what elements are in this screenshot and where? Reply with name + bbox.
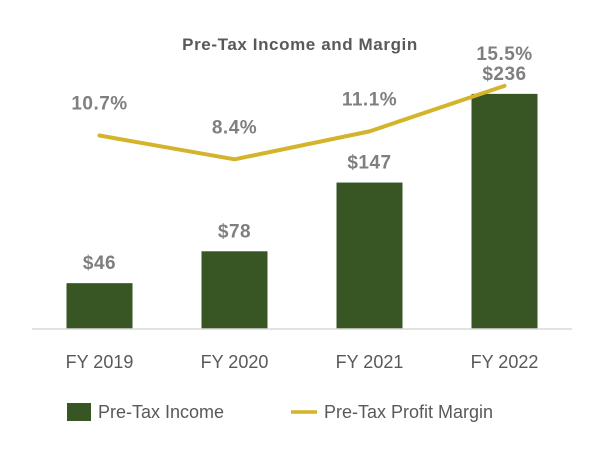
x-tick-label: FY 2019: [66, 352, 134, 372]
margin-line: [97, 83, 507, 162]
bar-fy-2022: [471, 93, 538, 329]
margin-value-label: 11.1%: [342, 89, 397, 110]
bar-fy-2021: [336, 182, 403, 329]
legend-swatch-pre-tax-income: [67, 403, 91, 421]
x-tick-label: FY 2021: [336, 352, 404, 372]
legend: Pre-Tax Income Pre-Tax Profit Margin: [67, 402, 493, 422]
data-labels-layer: $46 $78 $147 $236 10.7% 8.4% 11.1% 15.5%: [71, 44, 532, 274]
bar-value-label: $147: [347, 153, 391, 174]
margin-line-layer: [97, 83, 507, 162]
margin-value-label: 10.7%: [71, 94, 127, 115]
legend-label-pre-tax-profit-margin: Pre-Tax Profit Margin: [324, 402, 493, 422]
x-tick-label: FY 2022: [471, 352, 539, 372]
legend-label-pre-tax-income: Pre-Tax Income: [98, 402, 224, 422]
bar-value-label: $78: [218, 221, 251, 242]
chart-title: Pre-Tax Income and Margin: [182, 35, 418, 54]
margin-value-label: 8.4%: [212, 117, 257, 138]
bar-fy-2020: [201, 251, 268, 329]
x-tick-label: FY 2020: [201, 352, 269, 372]
bar-value-label: $236: [482, 64, 526, 85]
bar-value-label: $46: [83, 253, 116, 274]
margin-value-label: 15.5%: [476, 44, 532, 65]
x-tick-labels: FY 2019 FY 2020 FY 2021 FY 2022: [66, 352, 539, 372]
bar-fy-2019: [66, 283, 133, 329]
bars-layer: [66, 93, 538, 329]
